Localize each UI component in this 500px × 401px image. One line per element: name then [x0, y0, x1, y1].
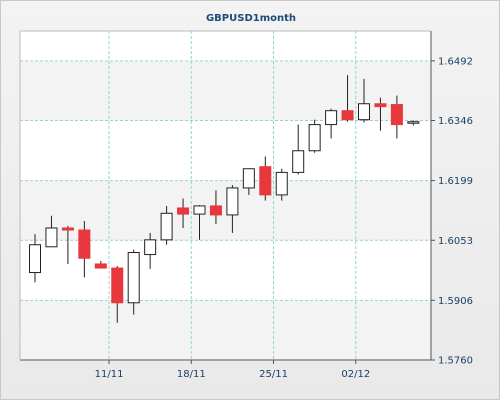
candle-body [127, 252, 140, 304]
candle-body [308, 124, 321, 152]
x-tick-label: 02/12 [341, 369, 370, 380]
candle [390, 95, 403, 139]
candle-body [390, 104, 403, 126]
candle [358, 78, 370, 123]
candle-body [209, 205, 222, 216]
candle-body [78, 229, 91, 259]
x-tick-label: 18/11 [177, 369, 206, 380]
candle [144, 232, 157, 269]
candle [61, 225, 74, 264]
candle-body [94, 263, 107, 269]
candle-body [61, 227, 74, 231]
candle-body [259, 166, 272, 196]
candle-body [226, 187, 239, 216]
candle-body [144, 239, 157, 256]
candle-body [29, 244, 41, 274]
candle [259, 156, 272, 201]
candle-body [242, 168, 255, 189]
y-tick-label: 1.6053 [438, 236, 473, 247]
candle [193, 205, 206, 240]
y-tick-label: 1.6346 [438, 116, 473, 127]
chart-title: GBPUSD1month [205, 13, 297, 24]
candle-body [374, 103, 387, 108]
candle [341, 75, 354, 122]
candle [127, 249, 140, 315]
candle [111, 266, 124, 323]
candle-body [177, 207, 190, 215]
candle-body [407, 121, 420, 124]
y-tick-label: 1.6199 [438, 176, 473, 187]
y-tick-label: 1.5906 [438, 296, 473, 307]
candle [209, 190, 222, 224]
candle-body [341, 110, 354, 121]
candle-body [111, 267, 124, 304]
candle [45, 215, 58, 248]
candle [94, 261, 107, 269]
candle [292, 124, 305, 175]
x-tick-label: 11/11 [95, 369, 124, 380]
candle-body [193, 205, 206, 215]
candle [78, 221, 91, 278]
candle [374, 97, 387, 131]
x-tick-label: 25/11 [259, 369, 288, 380]
candle-body [275, 171, 288, 196]
y-tick-label: 1.6492 [438, 56, 473, 67]
candle-body [45, 227, 58, 248]
candle [325, 108, 338, 139]
candle [308, 119, 321, 153]
candle [275, 168, 288, 201]
candle [177, 198, 190, 228]
candle [242, 168, 255, 195]
candle-body [160, 212, 173, 241]
candle-body [325, 110, 338, 126]
candle-body [292, 150, 305, 173]
candle [226, 185, 239, 233]
y-tick-label: 1.5760 [438, 356, 473, 367]
candle [160, 205, 173, 245]
candle [407, 120, 420, 126]
candle [29, 234, 41, 283]
plot-band [20, 300, 431, 360]
candle-body [358, 103, 370, 121]
